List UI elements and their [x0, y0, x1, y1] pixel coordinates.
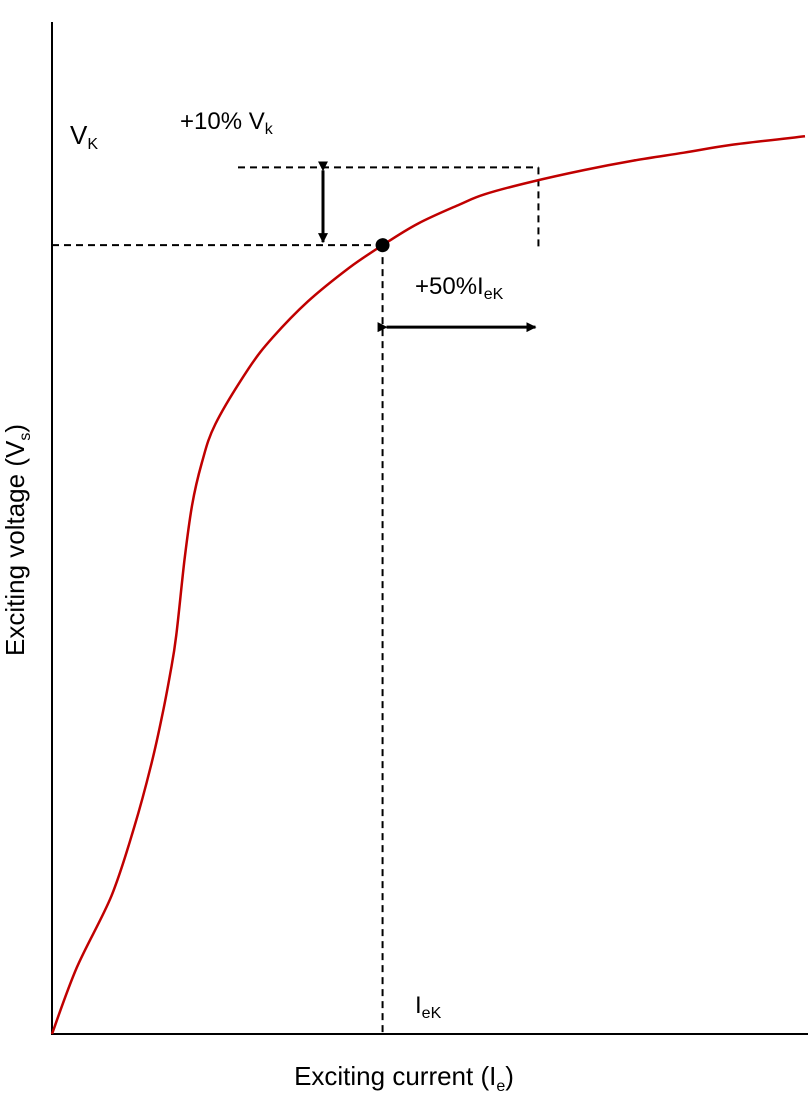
current-margin-label-main: +50%I [415, 273, 484, 300]
y-axis-label-sub: s [17, 433, 34, 441]
x-axis-label-close: ) [505, 1061, 514, 1091]
current-margin-label: +50%IeK [415, 273, 504, 303]
vk-label-main: V [70, 120, 88, 150]
vk-label: VK [70, 120, 98, 153]
vk-label-sub: K [87, 136, 98, 153]
excitation-curve [50, 135, 806, 1035]
voltage-margin-label-main: +10% V [180, 108, 265, 135]
iek-label-sub: eK [422, 1005, 442, 1022]
x-axis-label-main: Exciting current (I [294, 1061, 496, 1091]
y-axis-label-close: ) [0, 424, 30, 433]
knee-point-marker [375, 238, 390, 253]
x-axis-label-sub: e [496, 1078, 505, 1095]
x-axis-label: Exciting current (Ie) [294, 1061, 514, 1095]
iek-label: IeK [415, 992, 442, 1022]
voltage-margin-label: +10% Vk [180, 108, 274, 138]
voltage-margin-label-sub: k [265, 121, 274, 138]
iek-label-main: I [415, 992, 422, 1019]
current-margin-label-sub: eK [484, 286, 504, 303]
y-axis-label-main: Exciting voltage (V [0, 440, 30, 656]
y-axis-label: Exciting voltage (Vs) [0, 424, 34, 656]
